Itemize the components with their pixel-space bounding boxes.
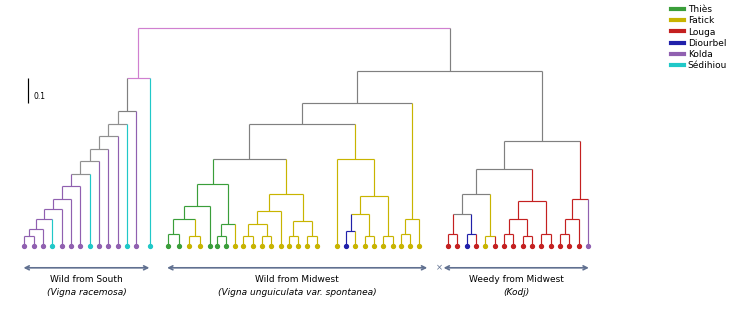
Text: (Vigna unguiculata var. spontanea): (Vigna unguiculata var. spontanea) [218,288,376,297]
Text: (Kodj): (Kodj) [503,288,529,297]
Text: Weedy from Midwest: Weedy from Midwest [469,275,564,284]
Text: (Vigna racemosa): (Vigna racemosa) [47,288,127,297]
Text: ×: × [436,263,443,272]
Legend: Thiès, Fatick, Louga, Diourbel, Kolda, Sédihiou: Thiès, Fatick, Louga, Diourbel, Kolda, S… [667,2,731,74]
Text: Wild from Midwest: Wild from Midwest [255,275,339,284]
Text: 0.1: 0.1 [34,92,46,101]
Text: Wild from South: Wild from South [50,275,123,284]
